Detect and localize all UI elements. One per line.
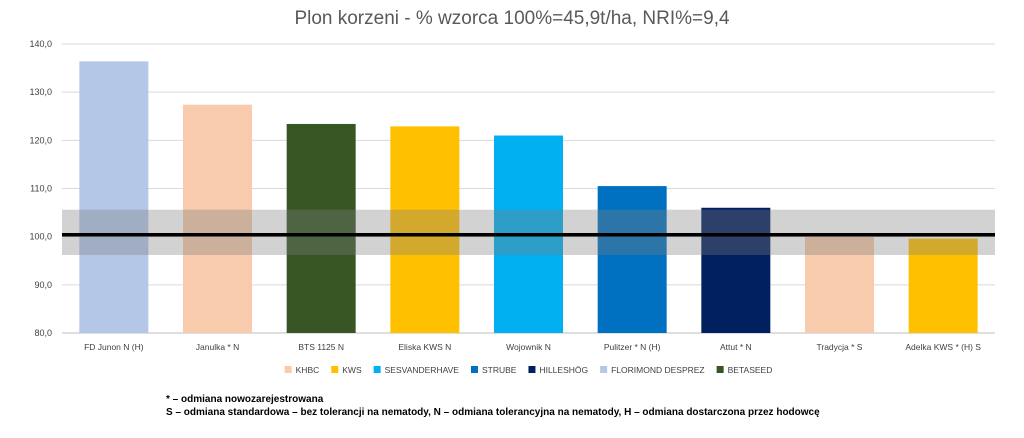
- legend-label: STRUBE: [482, 365, 517, 375]
- legend-label: FLORIMOND DESPREZ: [611, 365, 705, 375]
- legend-swatch: [528, 366, 536, 373]
- bar: [805, 234, 874, 333]
- chart-title: Plon korzeni - % wzorca 100%=45,9t/ha, N…: [294, 8, 730, 29]
- legend-label: KWS: [342, 365, 362, 375]
- y-axis-ticks: 80,0 90,0 100,0 110,0 120,0 130,0 140,0: [29, 39, 52, 338]
- legend-swatch: [716, 366, 724, 373]
- x-tick-label: Adelka KWS * (H) S: [905, 342, 981, 352]
- nri-band: [62, 209, 995, 255]
- x-tick-label: Attut * N: [720, 342, 752, 352]
- bar: [908, 238, 978, 333]
- footnotes: * – odmiana nowozarejestrowana S – odmia…: [166, 393, 820, 419]
- bar: [390, 126, 460, 334]
- y-tick-label: 100,0: [29, 232, 52, 242]
- footnote-abbreviations: S – odmiana standardowa – bez tolerancji…: [166, 407, 820, 418]
- legend-label: HILLESHÖG: [539, 365, 588, 375]
- y-tick-label: 130,0: [29, 87, 52, 97]
- y-tick-label: 120,0: [29, 135, 52, 145]
- bar: [183, 104, 252, 333]
- bar: [286, 123, 356, 333]
- bars: [79, 61, 978, 334]
- legend-swatch: [284, 366, 292, 373]
- x-tick-label: Wojownik N: [506, 342, 551, 352]
- x-tick-label: BTS 1125 N: [298, 342, 344, 352]
- bar: [701, 207, 771, 333]
- y-tick-label: 80,0: [34, 328, 52, 338]
- x-axis-labels: FD Junon N (H) Janulka * N BTS 1125 N Elisk…: [84, 342, 981, 352]
- legend-label: SESVANDERHAVE: [385, 365, 460, 375]
- x-tick-label: Pulitzer * N (H): [604, 342, 661, 352]
- nri-band-rect: [62, 209, 995, 255]
- x-tick-label: Janulka * N: [196, 342, 239, 352]
- y-tick-label: 110,0: [30, 184, 52, 194]
- legend-label: BETASEED: [728, 365, 773, 375]
- legend-swatch: [600, 366, 608, 373]
- legend-swatch: [373, 366, 381, 373]
- legend-label: KHBC: [296, 365, 320, 375]
- bar-chart: Plon korzeni - % wzorca 100%=45,9t/ha, N…: [29, 8, 995, 375]
- footnote-new-variety: * – odmiana nowozarejestrowana: [166, 394, 324, 405]
- legend-swatch: [331, 366, 339, 373]
- x-tick-label: Tradycja * S: [817, 342, 863, 352]
- legend-swatch: [470, 366, 478, 373]
- bar: [79, 61, 149, 334]
- bar: [597, 186, 667, 333]
- x-tick-label: Eliska KWS N: [398, 342, 451, 352]
- x-tick-label: FD Junon N (H): [84, 342, 144, 352]
- y-tick-label: 90,0: [34, 280, 52, 290]
- y-tick-label: 140,0: [29, 39, 52, 49]
- legend: KHBC KWS SESVANDERHAVE STRUBE HILLESHÖG FLORI…: [284, 365, 773, 375]
